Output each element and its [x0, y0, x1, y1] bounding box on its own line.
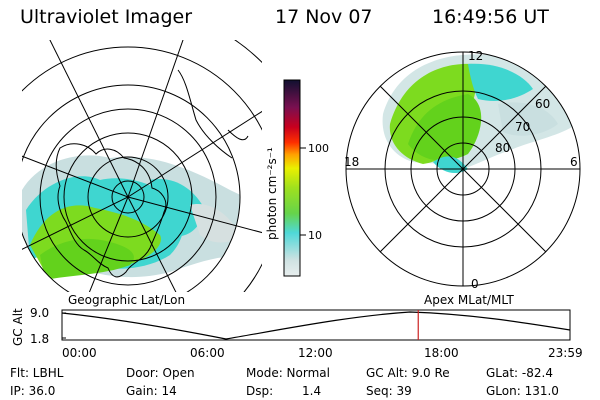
dsp-info-value: 1.4: [302, 384, 322, 398]
mode-info: Mode: Normal: [246, 366, 330, 380]
longitude-grid: [22, 40, 262, 292]
seq-info: Seq: 39: [366, 384, 412, 398]
time-tick-2359: 23:59: [548, 346, 583, 360]
glon-info: GLon: 131.0: [486, 384, 559, 398]
altitude-curve: [61, 311, 571, 340]
time-tick-1200: 12:00: [298, 346, 333, 360]
mlt-label-6: 6: [570, 155, 578, 169]
mlat-label-70: 70: [515, 120, 530, 134]
mlat-label-80: 80: [495, 141, 510, 155]
magnetic-image-panel: 12 18 6 0 60 70 80: [344, 49, 581, 291]
altitude-axis-label: GC Alt: [11, 308, 25, 346]
auroral-emission: [22, 155, 240, 280]
time-tick-1800: 18:00: [424, 346, 459, 360]
colorbar-tick-10: 10: [308, 229, 322, 242]
geographic-image-panel: [22, 40, 262, 292]
altitude-plot: GC Alt 9.0 1.8: [11, 306, 571, 346]
page-title: Ultraviolet Imager: [20, 6, 193, 28]
coastline: [55, 143, 167, 278]
date-label: 17 Nov 07: [275, 6, 373, 28]
magnetic-projection-label: Apex MLat/MLT: [424, 293, 514, 307]
mlt-label-18: 18: [344, 155, 359, 169]
colorbar: 100 10 photon cm⁻²s⁻¹: [265, 79, 329, 277]
gc-alt-info: GC Alt: 9.0 Re: [366, 366, 450, 380]
altitude-plot-frame: [61, 309, 571, 341]
time-label: 16:49:56 UT: [432, 6, 549, 28]
glat-info: GLat: -82.4: [486, 366, 553, 380]
gain-info: Gain: 14: [126, 384, 177, 398]
altitude-tick-9: 9.0: [30, 306, 49, 320]
colorbar-tick-100: 100: [308, 142, 329, 155]
colorbar-label: photon cm⁻²s⁻¹: [265, 147, 279, 240]
altitude-tick-1.8: 1.8: [30, 332, 49, 346]
filter-info: Flt: LBHL: [10, 366, 64, 380]
time-tick-0600: 06:00: [190, 346, 225, 360]
door-info: Door: Open: [126, 366, 195, 380]
mlt-label-12: 12: [468, 49, 483, 63]
latitude-grid: [22, 40, 262, 292]
time-tick-0000: 00:00: [62, 346, 97, 360]
ip-info: IP: 36.0: [10, 384, 56, 398]
mlt-grid: [346, 52, 580, 286]
geographic-projection-label: Geographic Lat/Lon: [68, 293, 186, 307]
dsp-info-label: Dsp:: [246, 384, 274, 398]
mlt-label-0: 0: [471, 277, 479, 291]
mlat-label-60: 60: [535, 97, 550, 111]
